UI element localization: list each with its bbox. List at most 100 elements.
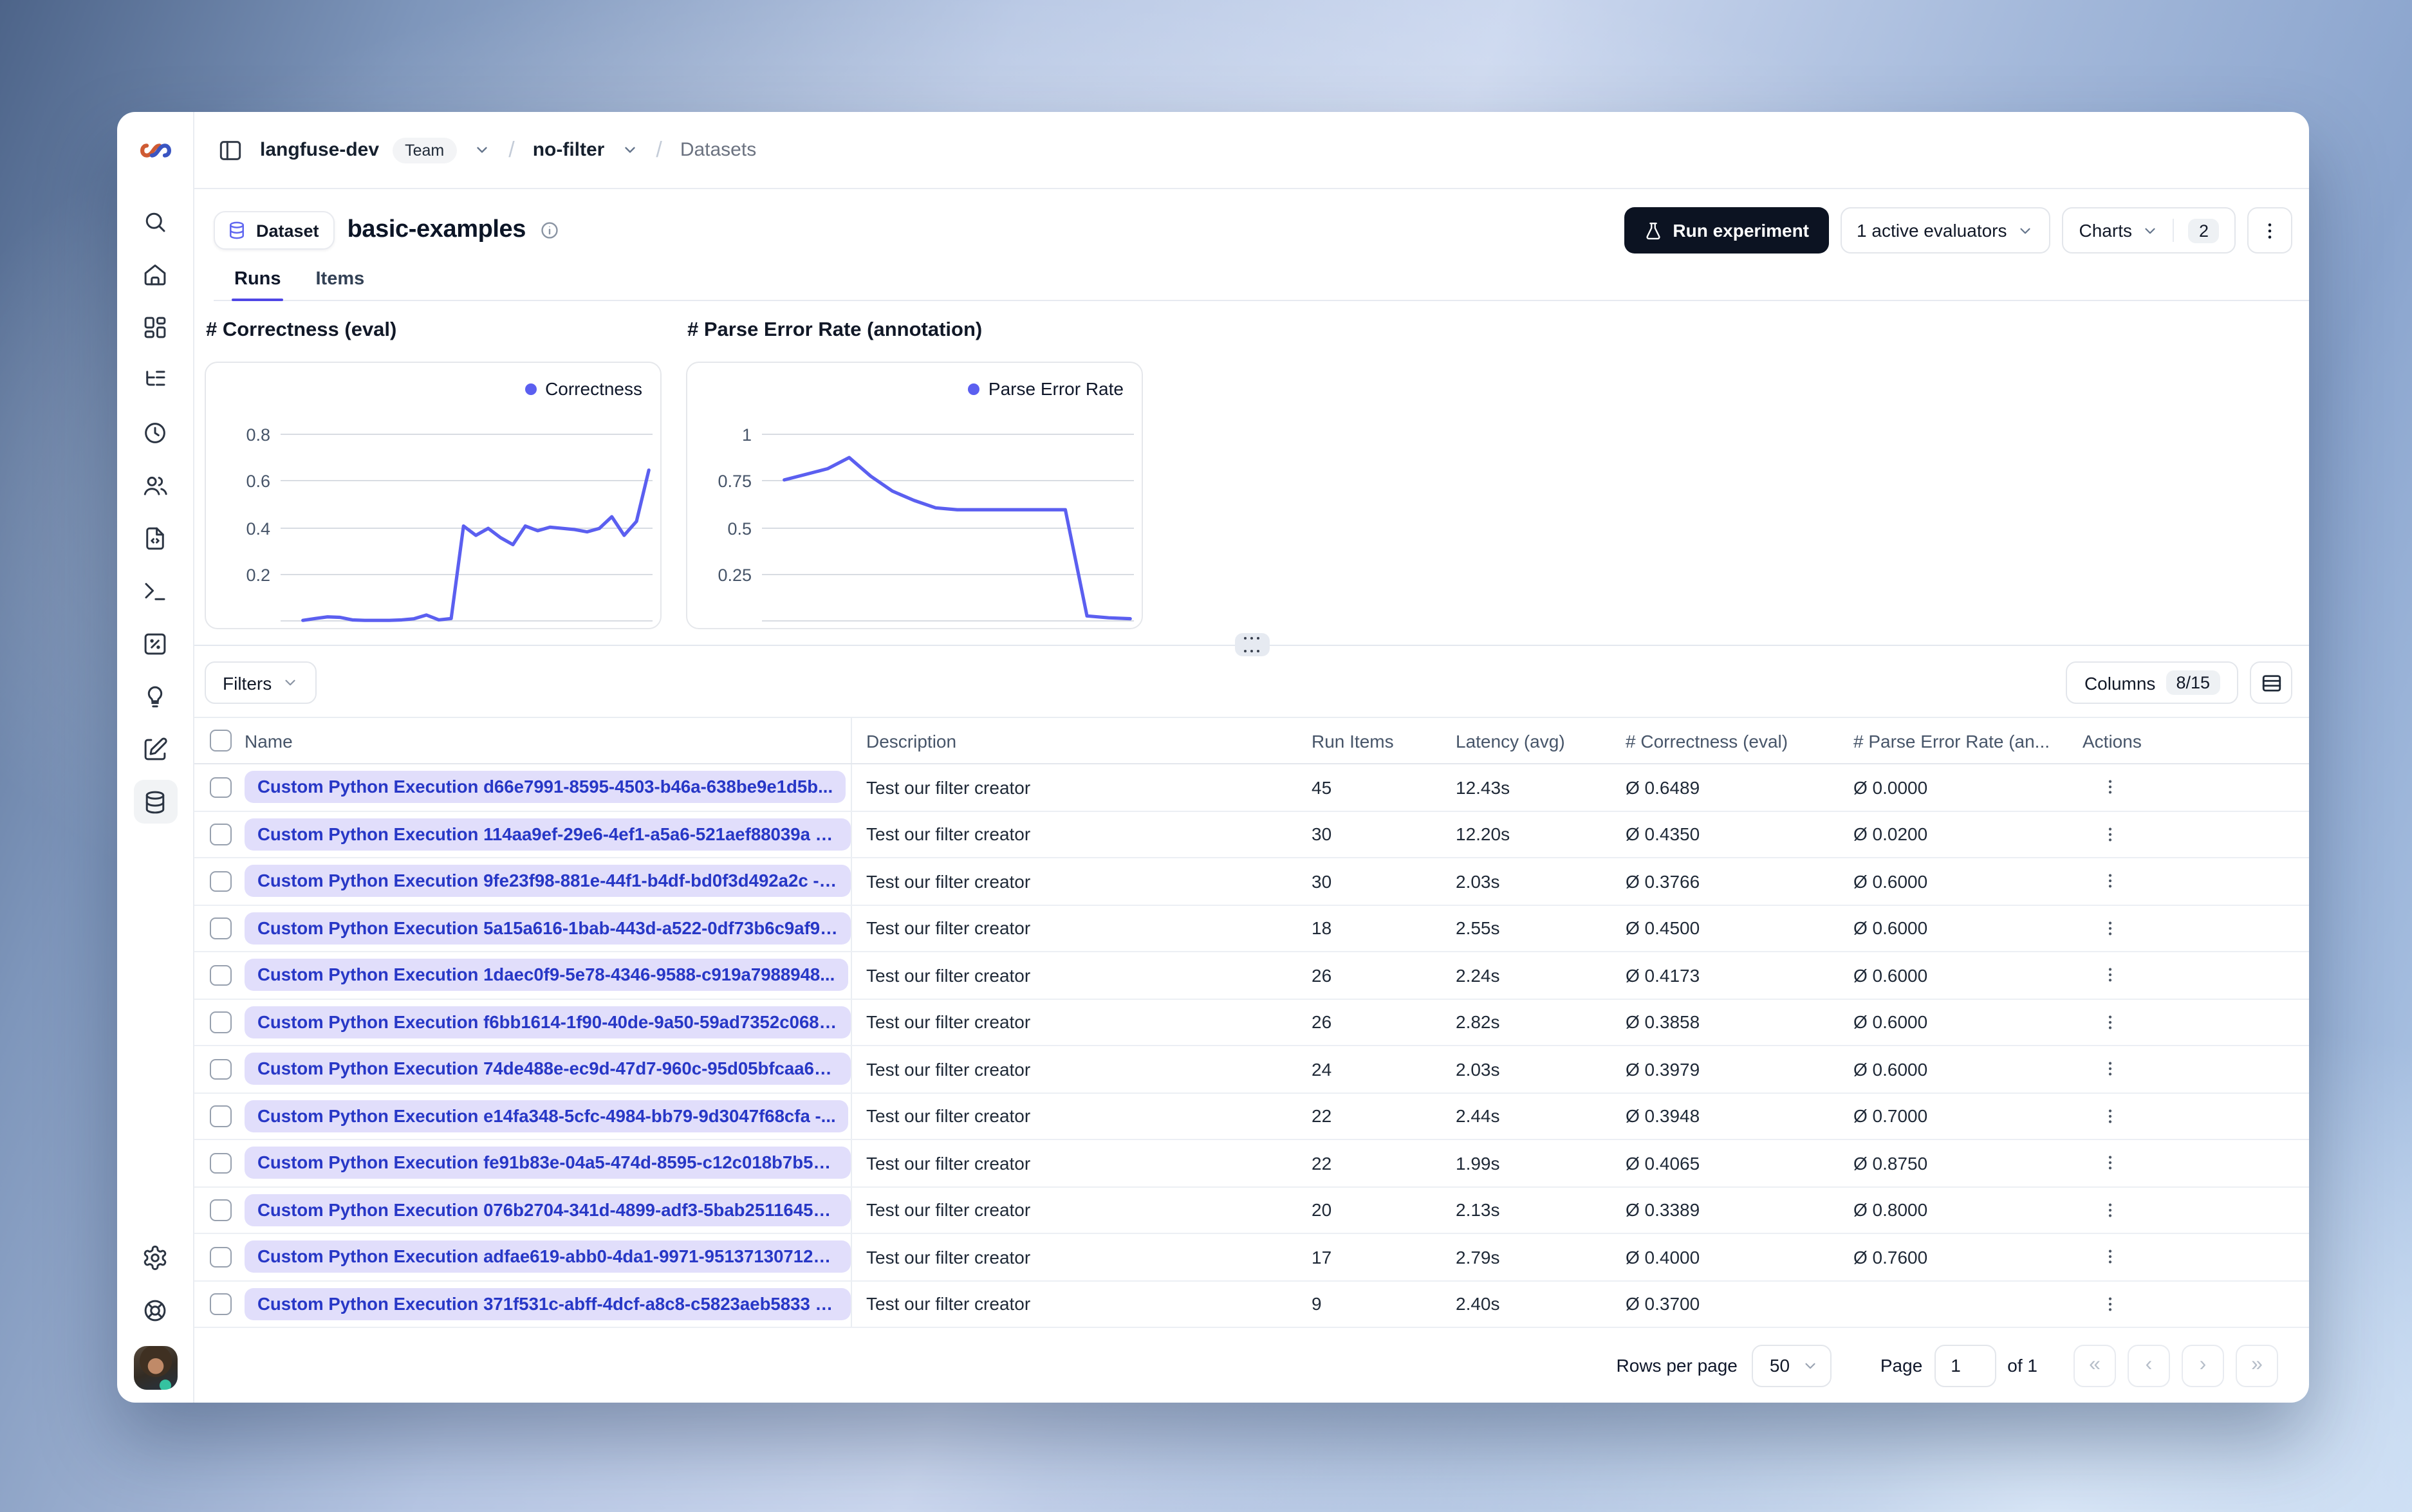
- sidebar-item-sessions-clock[interactable]: [133, 410, 177, 454]
- breadcrumb-section[interactable]: Datasets: [680, 139, 757, 161]
- run-items-cell: 30: [1312, 871, 1332, 892]
- info-icon[interactable]: [539, 220, 559, 241]
- sidebar-item-home[interactable]: [133, 252, 177, 296]
- row-checkbox[interactable]: [210, 824, 231, 845]
- row-checkbox[interactable]: [210, 871, 231, 892]
- sidebar-item-support-lifebuoy[interactable]: [133, 1288, 177, 1332]
- sidebar-item-evaluation-square-percent[interactable]: [133, 622, 177, 665]
- panel-toggle-icon[interactable]: [218, 137, 243, 163]
- kebab-icon: [2108, 1015, 2111, 1029]
- correctness-cell: Ø 0.3766: [1626, 871, 1700, 892]
- row-actions-button[interactable]: [2093, 865, 2126, 898]
- run-name-link[interactable]: Custom Python Execution 74de488e-ec9d-47…: [245, 1053, 851, 1085]
- sidebar-item-annotation-pen[interactable]: [133, 727, 177, 771]
- row-checkbox[interactable]: [210, 964, 231, 986]
- sidebar-item-users[interactable]: [133, 463, 177, 507]
- parse-error-cell: [1853, 1281, 2083, 1327]
- chevron-down-icon[interactable]: [621, 142, 638, 158]
- sidebar-item-dashboard[interactable]: [133, 305, 177, 349]
- row-checkbox[interactable]: [210, 1152, 231, 1174]
- gridline: [762, 527, 1134, 529]
- run-items-cell: 17: [1312, 1246, 1332, 1268]
- sidebar-item-tracing-tree[interactable]: [133, 358, 177, 401]
- page-input[interactable]: [1934, 1344, 1996, 1387]
- run-name-link[interactable]: Custom Python Execution 371f531c-abff-4d…: [245, 1287, 851, 1320]
- row-actions-button[interactable]: [2093, 818, 2126, 851]
- tab-runs[interactable]: Runs: [232, 259, 284, 301]
- column-header-name: Name: [241, 718, 852, 763]
- charts-dropdown[interactable]: Charts 2: [2062, 207, 2236, 254]
- tab-items[interactable]: Items: [315, 269, 365, 290]
- row-checkbox[interactable]: [210, 1199, 231, 1221]
- column-header-description: Description: [866, 730, 957, 751]
- run-name-link[interactable]: Custom Python Execution 1daec0f9-5e78-43…: [245, 959, 848, 991]
- chart-card: Parse Error Rate 0.25 0.5 0.75 1: [686, 362, 1143, 629]
- rows-per-page-select[interactable]: 50: [1751, 1344, 1832, 1387]
- row-actions-button[interactable]: [2093, 1100, 2126, 1133]
- panel-resize-handle[interactable]: [1234, 633, 1269, 656]
- row-checkbox[interactable]: [210, 1105, 231, 1127]
- filters-button[interactable]: Filters: [205, 661, 317, 704]
- row-actions-button[interactable]: [2093, 912, 2126, 945]
- sidebar-item-playground-terminal[interactable]: [133, 569, 177, 613]
- next-page-button[interactable]: ›: [2182, 1344, 2224, 1387]
- run-name-link[interactable]: Custom Python Execution adfae619-abb0-4d…: [245, 1240, 851, 1273]
- row-actions-button[interactable]: [2093, 1006, 2126, 1039]
- sidebar-item-prompts-file-code[interactable]: [133, 516, 177, 560]
- chevron-down-icon[interactable]: [474, 142, 490, 158]
- row-actions-button[interactable]: [2093, 959, 2126, 992]
- row-actions-button[interactable]: [2093, 771, 2126, 804]
- sidebar-item-settings-gear[interactable]: [133, 1235, 177, 1279]
- row-checkbox[interactable]: [210, 1293, 231, 1314]
- run-name-link[interactable]: Custom Python Execution f6bb1614-1f90-40…: [245, 1006, 851, 1038]
- run-name-link[interactable]: Custom Python Execution d66e7991-8595-45…: [245, 771, 846, 804]
- select-all-checkbox[interactable]: [210, 730, 231, 751]
- run-name-link[interactable]: Custom Python Execution 076b2704-341d-48…: [245, 1194, 851, 1226]
- run-experiment-button[interactable]: Run experiment: [1624, 207, 1829, 254]
- datasets-database-icon: [145, 790, 165, 813]
- chart-block-1: # Parse Error Rate (annotation) Parse Err…: [686, 319, 1143, 629]
- run-name-cell: Custom Python Execution 371f531c-abff-4d…: [241, 1281, 852, 1327]
- sidebar-item-insights-lightbulb[interactable]: [133, 674, 177, 718]
- last-page-button[interactable]: »: [2236, 1344, 2278, 1387]
- more-actions-button[interactable]: [2247, 207, 2292, 254]
- run-name-link[interactable]: Custom Python Execution 5a15a616-1bab-44…: [245, 912, 851, 945]
- description-cell: Test our filter creator: [866, 1152, 1031, 1174]
- evaluators-dropdown[interactable]: 1 active evaluators: [1840, 207, 2051, 254]
- row-checkbox-cell: [194, 1187, 241, 1233]
- row-height-button[interactable]: [2250, 661, 2292, 704]
- run-experiment-label: Run experiment: [1673, 220, 1810, 241]
- row-actions-button[interactable]: [2093, 1240, 2126, 1274]
- table-row: Custom Python Execution d66e7991-8595-45…: [194, 764, 2309, 811]
- row-checkbox[interactable]: [210, 917, 231, 939]
- row-checkbox[interactable]: [210, 1058, 231, 1080]
- breadcrumb-project[interactable]: no-filter: [532, 139, 605, 161]
- table-footer: Rows per page 50 Page of 1 « ‹ › »: [194, 1328, 2309, 1403]
- prompts-file-code-icon: [146, 526, 164, 549]
- run-items-cell: 45: [1312, 777, 1332, 798]
- user-avatar[interactable]: [133, 1346, 177, 1390]
- sidebar-item-search[interactable]: [133, 199, 177, 243]
- row-checkbox-cell: [194, 952, 241, 998]
- row-checkbox[interactable]: [210, 1246, 231, 1268]
- column-header-actions: Actions: [2083, 730, 2142, 751]
- first-page-button[interactable]: «: [2073, 1344, 2116, 1387]
- prev-page-button[interactable]: ‹: [2128, 1344, 2170, 1387]
- sidebar-item-datasets-database[interactable]: [133, 780, 177, 824]
- row-checkbox[interactable]: [210, 777, 231, 798]
- row-actions-button[interactable]: [2093, 1147, 2126, 1180]
- run-name-link[interactable]: Custom Python Execution fe91b83e-04a5-47…: [245, 1147, 851, 1179]
- row-checkbox[interactable]: [210, 1011, 231, 1033]
- row-actions-button[interactable]: [2093, 1287, 2126, 1321]
- correctness-cell: Ø 0.3948: [1626, 1105, 1700, 1127]
- row-actions-button[interactable]: [2093, 1053, 2126, 1086]
- columns-button[interactable]: Columns 8/15: [2066, 661, 2238, 704]
- run-name-link[interactable]: Custom Python Execution 114aa9ef-29e6-4e…: [245, 818, 851, 851]
- breadcrumb-org[interactable]: langfuse-dev: [260, 139, 380, 161]
- run-name-link[interactable]: Custom Python Execution e14fa348-5cfc-49…: [245, 1100, 849, 1132]
- actions-cell: [2083, 1281, 2309, 1327]
- row-actions-button[interactable]: [2093, 1194, 2126, 1227]
- correctness-cell: Ø 0.3858: [1626, 1011, 1700, 1033]
- langfuse-logo[interactable]: [117, 112, 193, 188]
- run-name-link[interactable]: Custom Python Execution 9fe23f98-881e-44…: [245, 865, 851, 898]
